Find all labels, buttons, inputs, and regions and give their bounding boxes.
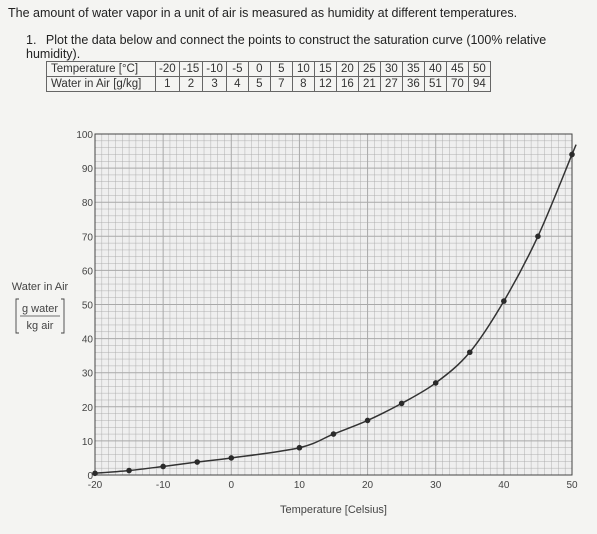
- table-cell: -10: [202, 61, 227, 77]
- data-point: [296, 444, 303, 451]
- plot-border: [94, 133, 573, 476]
- data-point: [92, 470, 98, 477]
- table-cell: 94: [467, 76, 491, 92]
- y-tick-label: 60: [82, 266, 94, 277]
- y-axis-label: Water in Air: [12, 281, 69, 293]
- saturation-curve-line: [94, 144, 577, 475]
- x-tick-label: 30: [430, 480, 442, 491]
- bracket-left: [15, 298, 19, 334]
- data-point: [228, 455, 235, 461]
- table-row: Temperature [°C] -20 -15 -10 -5 0 5 10 15 20 25 30 3…: [46, 61, 491, 77]
- x-tick-label: -20: [88, 480, 103, 491]
- y-axis-label-denominator: kg air: [27, 320, 54, 332]
- data-point: [432, 380, 439, 386]
- data-point: [364, 417, 371, 424]
- table-cell: 7: [269, 76, 293, 92]
- y-tick-label: 40: [82, 335, 94, 346]
- table-cell: 27: [379, 76, 403, 92]
- table-row-label: Temperature [°C]: [46, 61, 156, 77]
- y-axis-label-numerator: g water: [22, 303, 58, 315]
- x-tick-label: 20: [362, 480, 374, 491]
- table-cell: 21: [357, 76, 381, 92]
- table-cell: 3: [202, 76, 227, 92]
- data-point: [160, 463, 166, 470]
- table-cell: 15: [313, 61, 337, 77]
- table-cell: -15: [178, 61, 204, 77]
- table-cell: 40: [423, 61, 447, 77]
- question-text: Plot the data below and connect the poin…: [26, 33, 547, 61]
- y-tick-label: 0: [87, 471, 93, 482]
- x-tick-label: 50: [566, 480, 578, 491]
- table-cell: 8: [291, 76, 315, 92]
- table-cell: 51: [423, 76, 447, 92]
- y-tick-label: 90: [82, 164, 94, 175]
- table-cell: 4: [225, 76, 249, 92]
- table-cell: 20: [335, 61, 359, 77]
- y-tick-label: 100: [76, 130, 93, 141]
- table-cell: 45: [445, 61, 469, 77]
- y-tick-label: 70: [82, 232, 94, 243]
- data-point: [330, 431, 337, 437]
- y-tick-label: 10: [82, 437, 94, 448]
- table-row-label: Water in Air [g/kg]: [46, 76, 156, 92]
- table-cell: 2: [178, 76, 204, 92]
- table-cell: 36: [401, 76, 425, 92]
- data-point: [569, 151, 575, 158]
- table-cell: -20: [155, 61, 180, 77]
- table-cell: 70: [445, 76, 469, 92]
- data-point: [398, 400, 405, 407]
- intro-text: The amount of water vapor in a unit of a…: [8, 6, 518, 20]
- table-cell: 30: [379, 61, 403, 77]
- table-cell: 10: [291, 61, 315, 77]
- table-cell: 5: [247, 76, 271, 92]
- question: 1. Plot the data below and connect the p…: [26, 33, 597, 61]
- data-point: [126, 467, 132, 474]
- saturation-curve-chart: -20 -10 0 10 20 30 40 50 0 10 20 30 40 50 60 70 80 90 100 T…: [12, 130, 578, 516]
- question-number: 1.: [26, 33, 37, 47]
- x-tick-label: 0: [229, 480, 235, 491]
- table-cell: -5: [225, 61, 249, 77]
- table-cell: 25: [357, 61, 381, 77]
- y-tick-label: 80: [82, 198, 94, 209]
- table-row: Water in Air [g/kg] 1 2 3 4 5 7 8 12 16 21 27 36 51 70…: [46, 76, 491, 92]
- x-axis-label: Temperature [Celsius]: [280, 504, 387, 516]
- data-point: [194, 459, 201, 465]
- bracket-right: [61, 298, 65, 334]
- data-point: [535, 233, 541, 240]
- x-tick-label: 10: [294, 480, 306, 491]
- y-tick-label: 50: [82, 301, 94, 312]
- x-tick-label: -10: [156, 480, 171, 491]
- table-cell: 0: [247, 61, 271, 77]
- data-table: Temperature [°C] -20 -15 -10 -5 0 5 10 15 20 25 30 3…: [46, 61, 491, 92]
- table-cell: 1: [155, 76, 180, 92]
- table-cell: 5: [269, 61, 293, 77]
- table-cell: 12: [313, 76, 337, 92]
- data-point: [466, 349, 473, 356]
- table-cell: 35: [401, 61, 425, 77]
- x-tick-label: 40: [498, 480, 510, 491]
- y-tick-label: 20: [82, 403, 94, 414]
- y-tick-label: 30: [82, 369, 94, 380]
- data-point: [501, 298, 507, 304]
- chart-area: -20 -10 0 10 20 30 40 50 0 10 20 30 40 50 60 70 80 90 100 T…: [0, 117, 597, 529]
- table-cell: 16: [335, 76, 359, 92]
- table-cell: 50: [467, 61, 491, 77]
